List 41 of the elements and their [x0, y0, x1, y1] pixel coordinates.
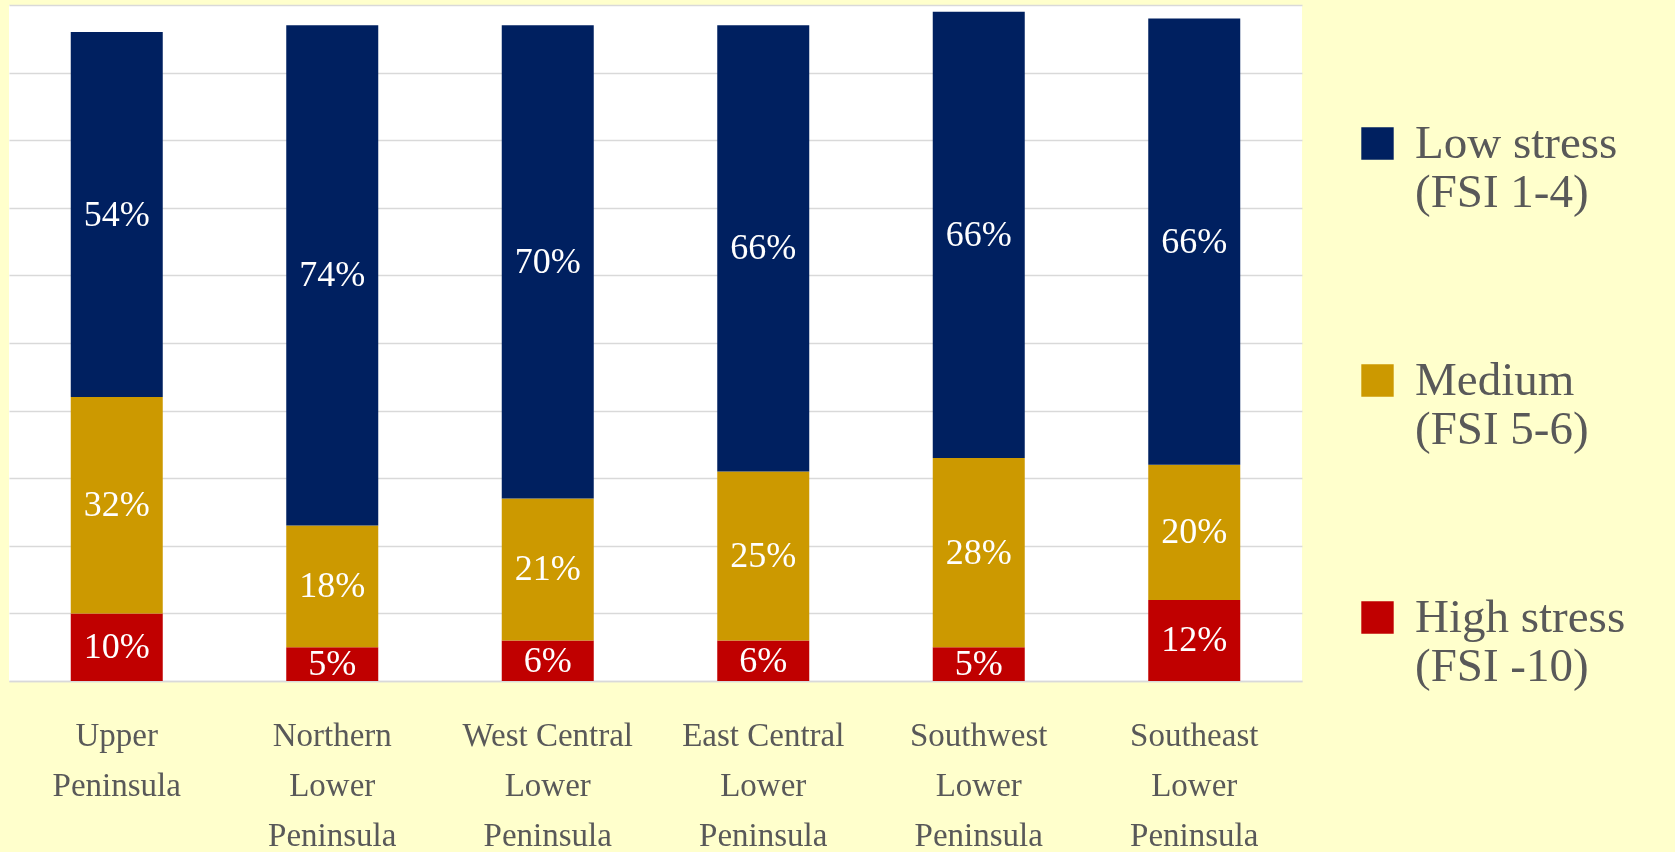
- bar: [501, 498, 594, 641]
- data-label: 21%: [514, 548, 581, 589]
- data-label: 18%: [299, 565, 366, 606]
- data-label: 66%: [945, 213, 1012, 254]
- data-label: 6%: [523, 639, 572, 680]
- bar: [70, 32, 163, 398]
- legend-label: High stress (FSI -10): [1415, 589, 1626, 691]
- bar: [70, 397, 163, 614]
- bar: [1148, 464, 1241, 600]
- data-label: 20%: [1161, 511, 1228, 552]
- data-label: 5%: [308, 643, 357, 684]
- bar: [1148, 599, 1241, 681]
- x-tick-label: Upper Peninsula: [52, 716, 182, 803]
- data-label: 25%: [730, 534, 797, 575]
- data-label: 5%: [954, 643, 1003, 684]
- legend-label: Medium (FSI 5-6): [1415, 352, 1589, 454]
- bar: [286, 25, 379, 526]
- legend-label: Low stress (FSI 1-4): [1415, 115, 1618, 217]
- bar: [932, 11, 1025, 458]
- data-label: 66%: [730, 227, 797, 268]
- bar: [1148, 18, 1241, 465]
- x-tick-label: Southeast Lower Peninsula: [1130, 716, 1259, 852]
- data-label: 74%: [299, 254, 366, 295]
- data-label: 70%: [514, 240, 581, 281]
- x-tick-label: Southwest Lower Peninsula: [909, 716, 1048, 852]
- data-label: 6%: [739, 639, 788, 680]
- bar: [932, 457, 1025, 648]
- bar: [70, 613, 163, 681]
- bar: [286, 525, 379, 648]
- data-label: 12%: [1161, 619, 1228, 660]
- bar: [501, 25, 594, 499]
- x-tick-label: East Central Lower Peninsula: [682, 716, 845, 852]
- bar: [717, 25, 810, 472]
- data-label: 28%: [945, 531, 1012, 572]
- bar: [717, 471, 810, 641]
- data-label: 66%: [1161, 220, 1228, 261]
- x-tick-label: West Central Lower Peninsula: [462, 716, 634, 852]
- data-label: 54%: [83, 193, 150, 234]
- x-tick-label: Northern Lower Peninsula: [268, 716, 397, 852]
- data-label: 32%: [83, 484, 150, 525]
- data-label: 10%: [83, 626, 150, 667]
